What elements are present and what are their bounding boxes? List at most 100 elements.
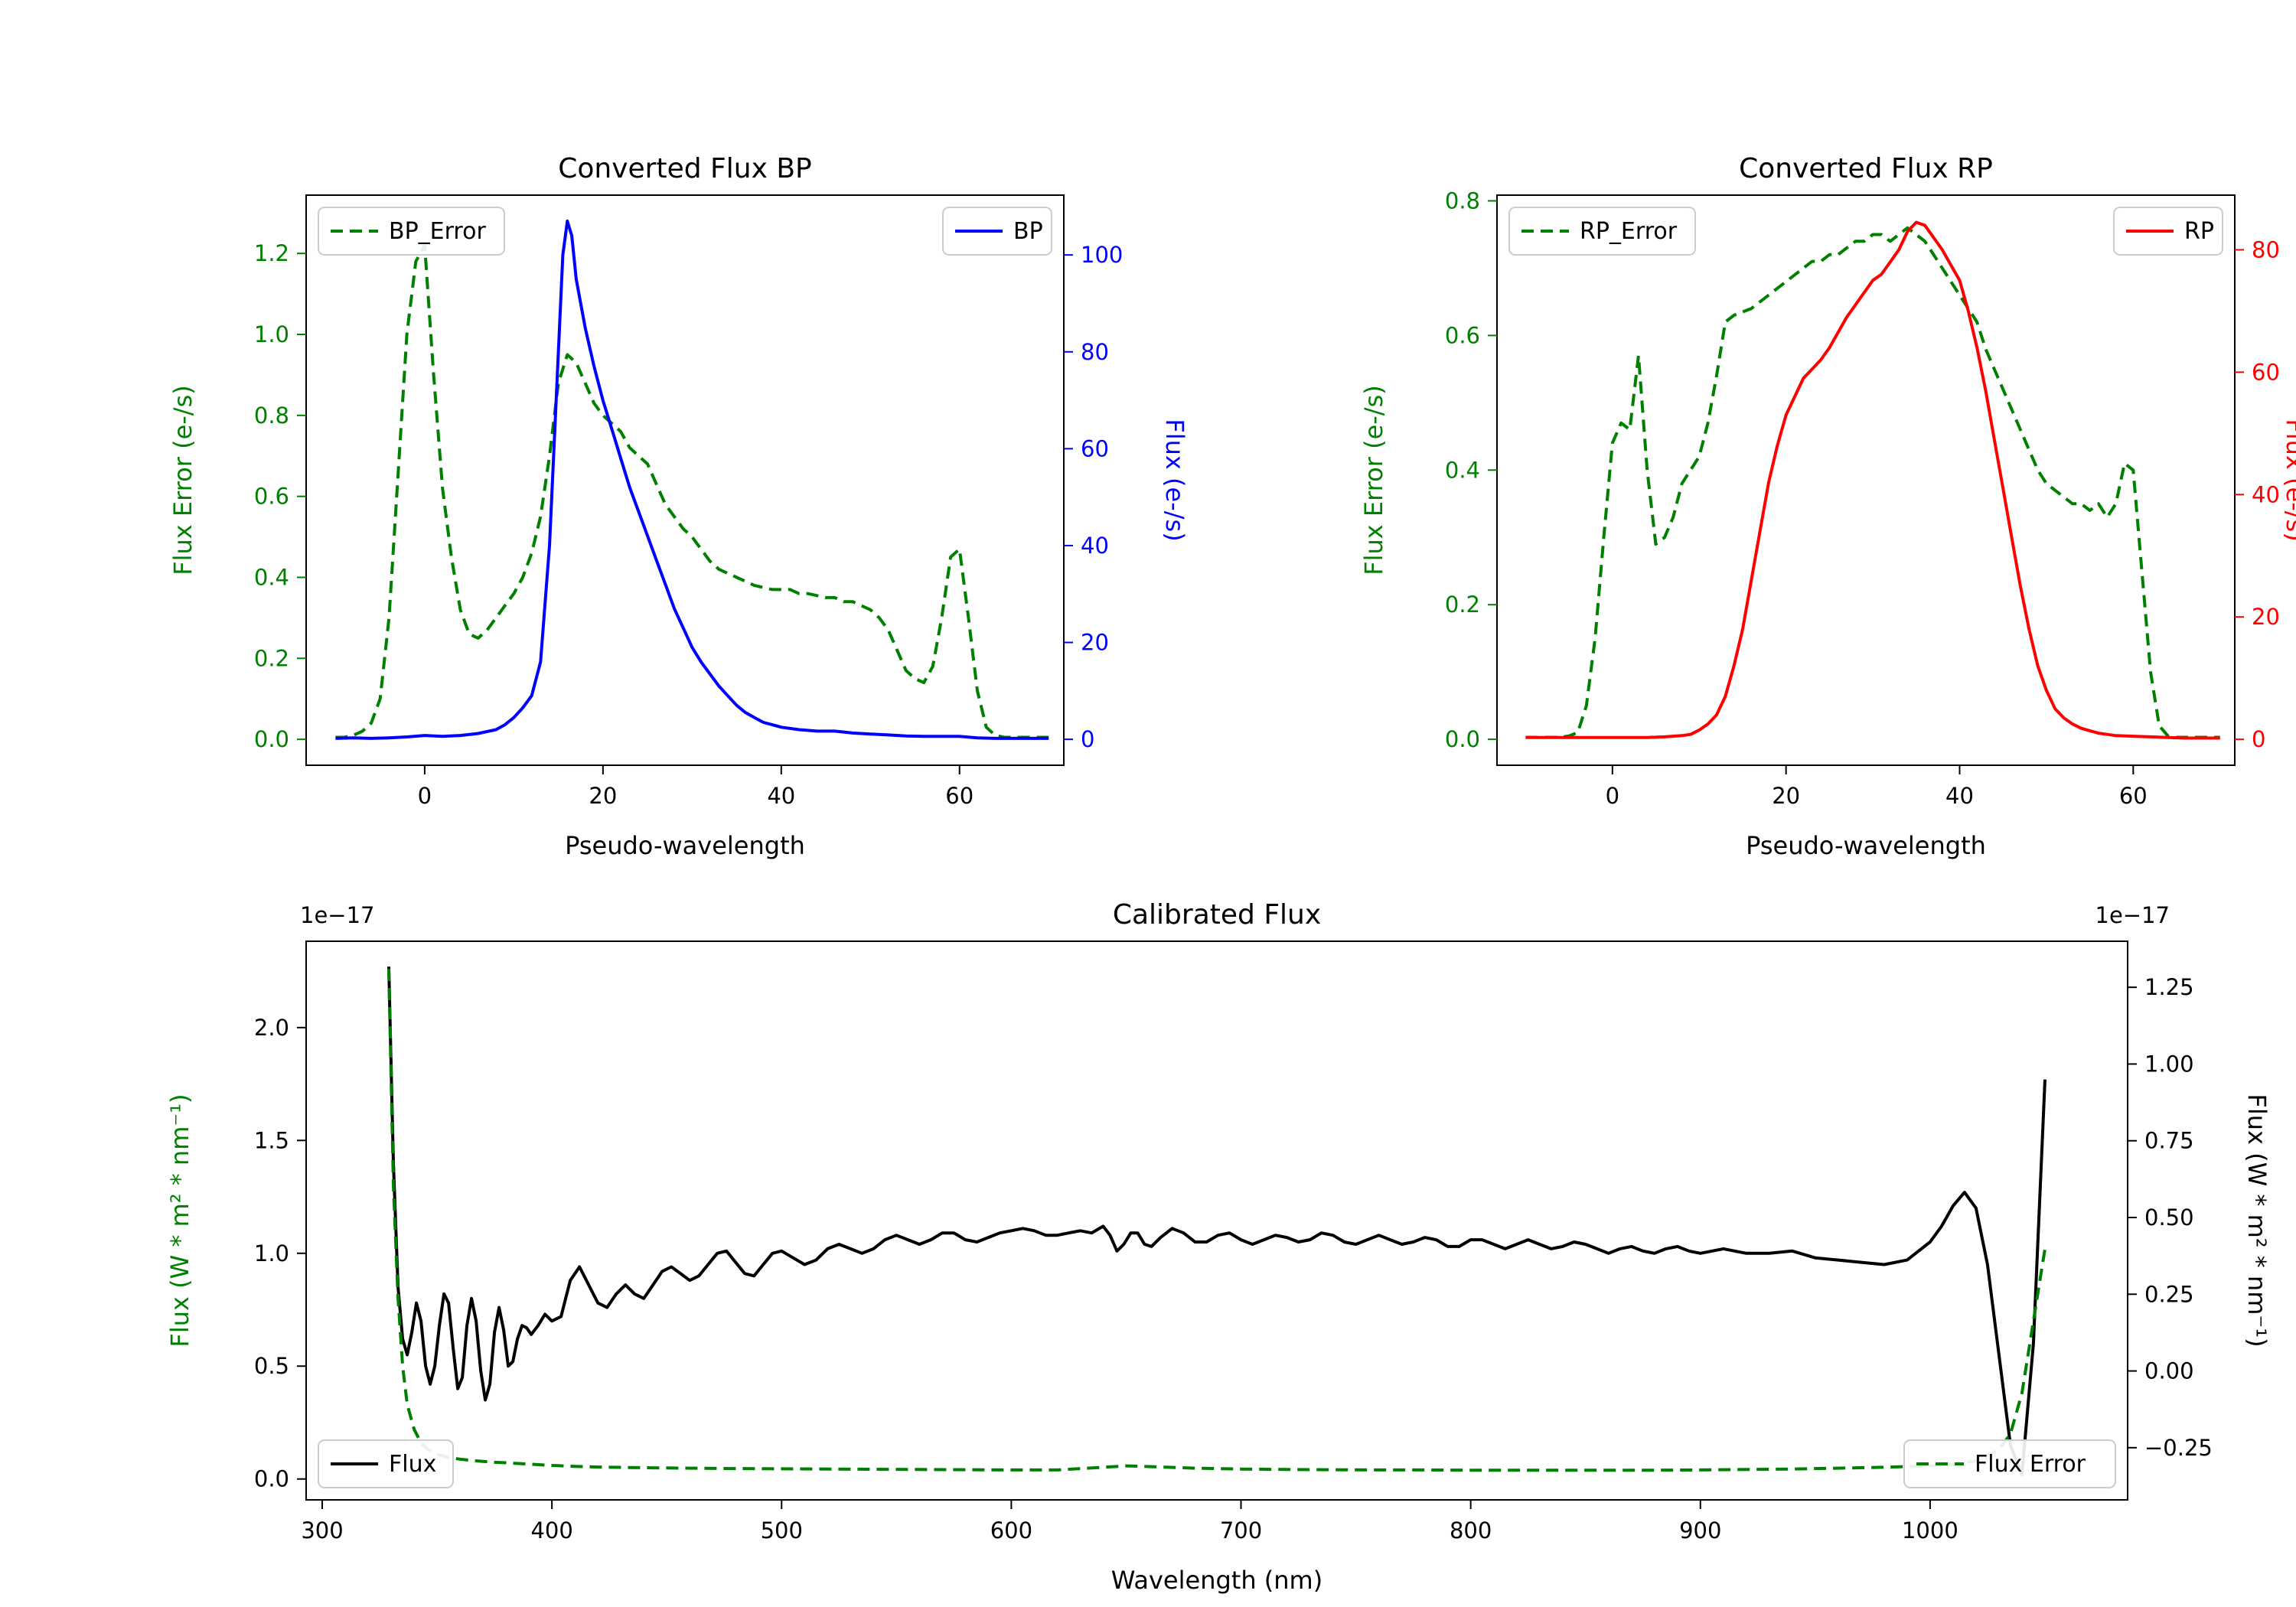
- svg-text:60: 60: [2119, 783, 2148, 809]
- svg-text:RP_Error: RP_Error: [1580, 218, 1678, 245]
- calibrated-left-axis-label: Flux (W * m² * nm⁻¹): [165, 1094, 194, 1347]
- svg-text:40: 40: [767, 783, 795, 809]
- svg-text:Flux: Flux: [389, 1451, 436, 1478]
- bp-x-ticks: 0 20 40 60: [418, 765, 974, 809]
- svg-text:60: 60: [945, 783, 974, 809]
- svg-text:800: 800: [1450, 1517, 1492, 1543]
- svg-text:1.5: 1.5: [254, 1127, 289, 1153]
- calibrated-axes-frame: [305, 940, 2128, 1501]
- svg-text:0: 0: [418, 783, 432, 809]
- svg-text:0.50: 0.50: [2144, 1204, 2194, 1231]
- svg-text:0: 0: [1081, 726, 1094, 752]
- rp-x-ticks: 0 20 40 60: [1606, 765, 2148, 809]
- svg-text:40: 40: [1081, 533, 1109, 559]
- svg-text:40: 40: [2252, 481, 2280, 507]
- svg-text:0.6: 0.6: [1445, 322, 1480, 348]
- svg-text:0.2: 0.2: [1445, 592, 1480, 618]
- svg-text:100: 100: [1081, 242, 1123, 268]
- svg-text:20: 20: [2252, 604, 2280, 630]
- chart-converted-flux-bp: 0 20 40 60 0.0 0.2 0.4 0.6 0.8 1.0 1.2 Flux Error (…: [168, 153, 1189, 860]
- svg-text:0.8: 0.8: [254, 403, 289, 429]
- bp-left-ticks: 0.0 0.2 0.4 0.6 0.8 1.0 1.2: [254, 240, 306, 752]
- svg-text:2.0: 2.0: [254, 1015, 289, 1041]
- bp-series-bp: [335, 219, 1049, 740]
- svg-text:80: 80: [1081, 339, 1109, 365]
- svg-text:400: 400: [530, 1517, 572, 1543]
- svg-text:1.0: 1.0: [254, 1240, 289, 1266]
- bp-axes-frame: [305, 194, 1065, 766]
- svg-text:0.0: 0.0: [1445, 726, 1480, 752]
- svg-text:0.2: 0.2: [254, 645, 289, 671]
- svg-text:0.0: 0.0: [254, 1466, 289, 1492]
- calibrated-left-ticks: 0.0 0.5 1.0 1.5 2.0: [254, 1015, 306, 1492]
- bp-plot-area: [306, 195, 1064, 765]
- bp-right-ticks: 0 20 40 60 80 100: [1064, 242, 1123, 752]
- bp-left-axis-label: Flux Error (e-/s): [168, 385, 197, 575]
- rp-left-axis-label: Flux Error (e-/s): [1359, 385, 1388, 575]
- chart-converted-flux-rp: 0 20 40 60 0.0 0.2 0.4 0.6 0.8 Flux Error (e-/s) 0…: [1359, 153, 2296, 860]
- svg-text:1.25: 1.25: [2144, 974, 2194, 1000]
- svg-text:0.75: 0.75: [2144, 1128, 2194, 1154]
- svg-text:900: 900: [1679, 1517, 1721, 1543]
- rp-legend-rp: RP: [2113, 207, 2223, 256]
- calibrated-left-offset-text: 1e−17: [300, 902, 375, 928]
- calibrated-right-offset-text: 1e−17: [2095, 902, 2170, 928]
- svg-text:80: 80: [2252, 236, 2280, 262]
- chart-calibrated-flux: 300 400 500 600 700 800 900 1000 0.0 0.5 1.0 1.5 2.0…: [165, 899, 2272, 1595]
- rp-legend-rp-error: RP_Error: [1508, 207, 1696, 256]
- svg-text:−0.25: −0.25: [2144, 1435, 2213, 1461]
- calibrated-legend-flux-error: Flux Error: [1903, 1439, 2116, 1488]
- svg-text:1.00: 1.00: [2144, 1051, 2194, 1077]
- calibrated-legend-flux: Flux: [318, 1439, 454, 1488]
- svg-text:500: 500: [761, 1517, 803, 1543]
- calibrated-series-flux: [387, 966, 2047, 1476]
- calibrated-series-flux-error: [387, 969, 2047, 1472]
- calibrated-title: Calibrated Flux: [1113, 899, 1321, 931]
- svg-text:Flux Error: Flux Error: [1975, 1451, 2086, 1478]
- rp-series-rp-error: [1525, 226, 2220, 739]
- svg-text:0.4: 0.4: [254, 564, 289, 590]
- calibrated-right-axis-label: Flux (W * m² * nm⁻¹): [2242, 1094, 2272, 1347]
- svg-text:0.25: 0.25: [2144, 1281, 2194, 1307]
- calibrated-right-ticks: −0.25 0.00 0.25 0.50 0.75 1.00 1.25: [2128, 974, 2213, 1461]
- bp-title: Converted Flux BP: [558, 153, 811, 184]
- svg-text:0.4: 0.4: [1445, 457, 1480, 483]
- bp-legend-bp-error: BP_Error: [318, 207, 505, 256]
- bp-right-axis-label: Flux (e-/s): [1160, 419, 1189, 541]
- rp-left-ticks: 0.0 0.2 0.4 0.6 0.8: [1445, 187, 1497, 752]
- bp-series-bp-error: [335, 243, 1049, 739]
- svg-text:0.5: 0.5: [254, 1353, 289, 1379]
- rp-right-axis-label: Flux (e-/s): [2281, 419, 2296, 541]
- svg-text:600: 600: [990, 1517, 1032, 1543]
- svg-text:0.6: 0.6: [254, 484, 289, 510]
- svg-text:20: 20: [1081, 630, 1109, 656]
- svg-text:60: 60: [1081, 435, 1109, 461]
- rp-axes-frame: [1496, 194, 2236, 766]
- svg-text:60: 60: [2252, 359, 2280, 385]
- rp-title: Converted Flux RP: [1739, 153, 1993, 184]
- bp-x-axis-label: Pseudo-wavelength: [565, 831, 805, 860]
- svg-text:BP: BP: [1013, 218, 1043, 245]
- svg-text:0.00: 0.00: [2144, 1358, 2194, 1384]
- svg-text:0.8: 0.8: [1445, 187, 1480, 214]
- svg-text:0.0: 0.0: [254, 726, 289, 752]
- svg-text:0: 0: [2252, 726, 2265, 752]
- svg-text:RP: RP: [2184, 218, 2214, 245]
- bp-legend-bp: BP: [942, 207, 1052, 256]
- svg-text:20: 20: [1772, 783, 1800, 809]
- svg-text:BP_Error: BP_Error: [389, 218, 486, 245]
- svg-text:1.2: 1.2: [254, 240, 289, 266]
- calibrated-plot-area: [306, 941, 2128, 1500]
- svg-text:40: 40: [1945, 783, 1974, 809]
- rp-series-rp: [1525, 220, 2220, 740]
- calibrated-x-ticks: 300 400 500 600 700 800 900 1000: [301, 1500, 1958, 1543]
- svg-text:700: 700: [1220, 1517, 1262, 1543]
- svg-text:20: 20: [589, 783, 617, 809]
- calibrated-x-axis-label: Wavelength (nm): [1111, 1566, 1322, 1595]
- svg-text:0: 0: [1606, 783, 1619, 809]
- svg-text:1.0: 1.0: [254, 321, 289, 347]
- rp-right-ticks: 0 20 40 60 80: [2235, 236, 2280, 752]
- rp-x-axis-label: Pseudo-wavelength: [1746, 831, 1986, 860]
